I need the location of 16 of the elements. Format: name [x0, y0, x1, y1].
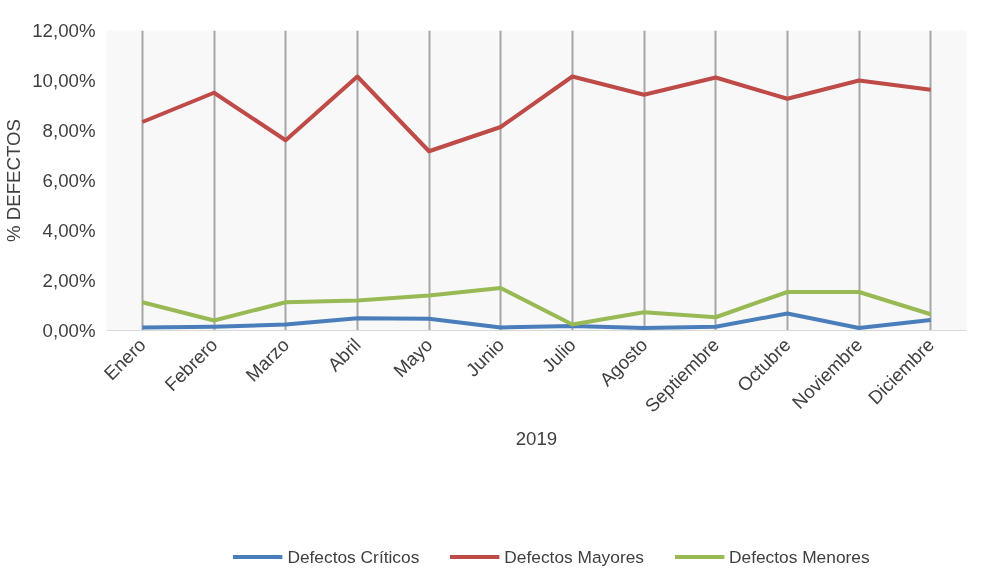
y-axis-title: % DEFECTOS: [3, 118, 25, 243]
line-series: [140, 311, 933, 330]
y-tick-label: 12,00%: [32, 20, 96, 41]
y-tick-label: 8,00%: [42, 120, 96, 141]
y-tick-label: 4,00%: [42, 220, 96, 241]
y-tick-label: 10,00%: [32, 70, 96, 91]
legend-label: Defectos Menores: [728, 546, 870, 567]
y-tick-label: 2,00%: [42, 270, 96, 291]
x-axis-title: 2019: [515, 427, 558, 449]
y-tick-label: 6,00%: [42, 170, 96, 191]
line-series: [140, 286, 933, 327]
line-series: [140, 74, 933, 154]
y-tick-label: 0,00%: [42, 320, 96, 341]
legend-label: Defectos Mayores: [504, 546, 644, 567]
legend-label: Defectos Críticos: [287, 546, 420, 567]
x-tick-label: Julio: [537, 334, 580, 377]
